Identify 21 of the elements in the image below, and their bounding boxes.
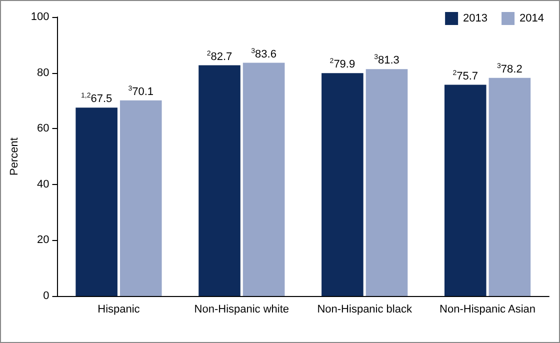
bar bbox=[198, 65, 240, 296]
x-tick-label: Hispanic bbox=[98, 304, 140, 316]
bar bbox=[322, 73, 364, 296]
legend-label: 2014 bbox=[520, 12, 544, 24]
y-tick-label: 20 bbox=[37, 234, 50, 246]
y-axis-title: Percent bbox=[8, 138, 20, 176]
x-tick-label: Non-Hispanic Asian bbox=[440, 304, 536, 316]
x-tick-label: Non-Hispanic white bbox=[194, 304, 290, 316]
y-tick-label: 60 bbox=[37, 122, 50, 135]
bar bbox=[488, 78, 531, 296]
bar bbox=[366, 69, 408, 296]
bar bbox=[444, 84, 486, 296]
x-tick-label: Non-Hispanic black bbox=[317, 304, 412, 316]
bar bbox=[120, 100, 162, 296]
y-tick-label: 40 bbox=[37, 178, 50, 190]
legend-label: 2013 bbox=[463, 12, 488, 24]
bar bbox=[76, 108, 118, 296]
y-tick-label: 0 bbox=[43, 290, 50, 302]
bar bbox=[242, 62, 285, 296]
y-tick-label: 80 bbox=[37, 66, 50, 79]
y-tick-label: 100 bbox=[30, 11, 50, 23]
